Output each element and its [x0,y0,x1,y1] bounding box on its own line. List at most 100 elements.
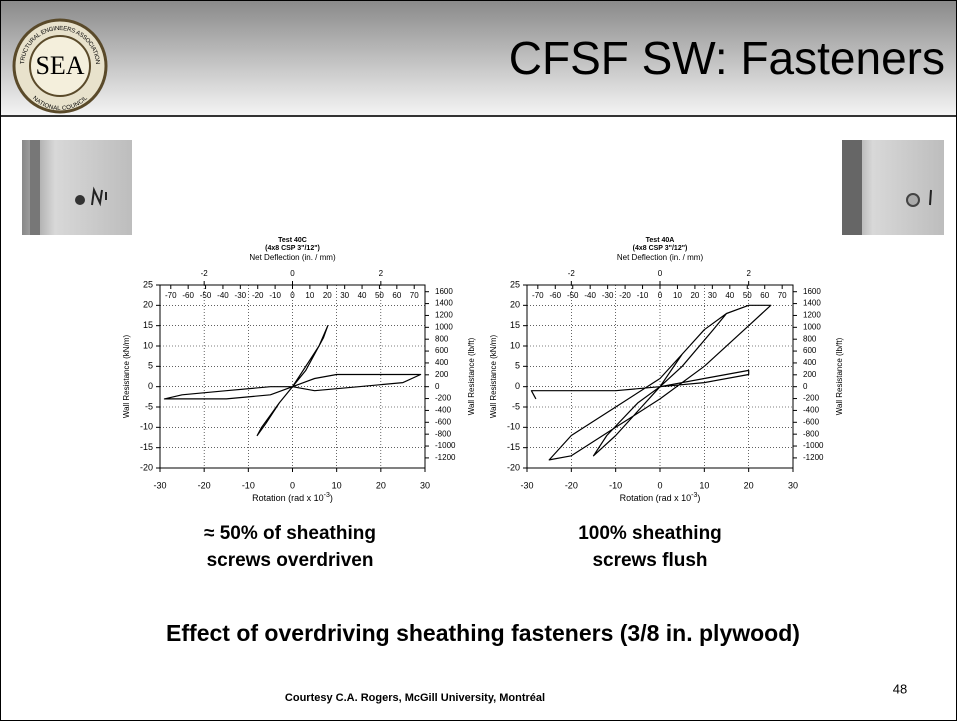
statement: Effect of overdriving sheathing fastener… [166,620,800,646]
x3-tick-label: -10 [269,291,281,300]
x-tick-label: -30 [153,480,166,490]
photo-left [22,140,132,235]
x3-tick-label: 60 [392,291,401,300]
y2-tick-label: 800 [435,334,449,343]
y2-tick-label: 1600 [803,287,821,296]
y-tick-label: 15 [510,320,520,330]
x-tick-label: -20 [198,480,211,490]
y2-tick-label: -400 [803,406,820,415]
x3-tick-label: 40 [358,291,367,300]
x-tick-label: 20 [376,480,386,490]
y2-tick-label: -1000 [803,441,824,450]
y2-tick-label: -600 [435,417,452,426]
y-tick-label: -10 [140,422,153,432]
hysteresis-curve [530,304,772,461]
y2-tick-label: -800 [435,429,452,438]
x3-tick-label: -40 [217,291,229,300]
photo-frame [22,140,132,235]
x3-tick-label: 70 [410,291,419,300]
x3-tick-label: -60 [182,291,194,300]
y2-axis-label: Wall Resistance (lb/ft) [467,337,476,415]
slide-title: CFSF SW: Fasteners [509,32,945,84]
y-tick-label: -15 [507,442,520,452]
x2-tick-label: -2 [568,269,576,278]
y-axis-label: Wall Resistance (kN/m) [489,335,498,419]
y2-axis-label: Wall Resistance (lb/ft) [835,337,844,415]
photo-marking [929,189,932,206]
logo-initials: SEA [35,51,84,80]
x-axis-label-text: Rotation (rad x 10 [252,493,324,503]
y-tick-label: 25 [143,279,153,289]
y2-tick-label: 600 [803,346,817,355]
y2-tick-label: 1400 [435,299,453,308]
caption-line: screws overdriven [207,550,374,571]
chart-subtitle: (4x8 CSP 3"/12") [265,245,320,252]
hysteresis-curve [163,325,422,437]
x3-tick-label: 10 [673,291,682,300]
x-tick-label: 0 [657,480,662,490]
y2-tick-label: 200 [803,370,817,379]
x3-tick-label: 0 [290,291,295,300]
x-tick-label: 0 [290,480,295,490]
x3-tick-label: -70 [165,291,177,300]
x3-tick-label: 20 [690,291,699,300]
x-axis-label-exponent: -3 [324,492,330,499]
x3-tick-label: -30 [602,291,614,300]
y-tick-label: 0 [515,381,520,391]
x-axis-label-suffix: ) [330,493,333,503]
y-tick-label: 10 [143,340,153,350]
screw-head [75,195,85,205]
x3-tick-label: 70 [778,291,787,300]
x3-tick-label: 20 [323,291,332,300]
x-axis-label: Rotation (rad x 10-3) [620,492,701,504]
y-tick-label: -20 [507,462,520,472]
photo-right [842,140,944,235]
y2-tick-label: 1400 [803,299,821,308]
y-tick-label: 5 [148,361,153,371]
y2-tick-label: 0 [435,382,440,391]
caption-line: ≈ 50% of sheathing [204,523,376,544]
screw-head [906,193,920,207]
x-tick-label: -20 [565,480,578,490]
y-tick-label: -15 [140,442,153,452]
y2-tick-label: 1200 [435,311,453,320]
x2-axis-label: Net Deflection (in. / mm) [249,253,336,262]
y2-tick-label: 800 [803,334,817,343]
y-tick-label: 15 [143,320,153,330]
x-tick-label: 20 [744,480,754,490]
x3-tick-label: -40 [584,291,596,300]
x2-axis-label: Net Deflection (in. / mm) [617,253,704,262]
photo-marking [91,186,107,207]
x3-tick-label: -10 [637,291,649,300]
y2-tick-label: 1200 [803,311,821,320]
footer: Courtesy C.A. Rogers, McGill University,… [285,692,545,704]
page-number: 48 [893,681,907,696]
y2-tick-label: 400 [803,358,817,367]
chart-title: Test 40A [646,237,675,244]
photo-edge [30,140,40,235]
chart-subtitle: (4x8 CSP 3"/12") [633,245,688,252]
y-tick-label: -20 [140,462,153,472]
caption-line: 100% sheathing [578,523,722,544]
x3-tick-label: -50 [567,291,579,300]
x3-tick-label: 0 [658,291,663,300]
chart: -20-15-10-50510152025-1200-1000-800-600-… [122,237,476,504]
x3-tick-label: 10 [305,291,314,300]
y-tick-label: 25 [510,279,520,289]
x-axis-label: Rotation (rad x 10-3) [252,492,333,504]
x3-tick-label: -60 [549,291,561,300]
header-band [1,1,956,115]
x-tick-label: 10 [332,480,342,490]
x2-tick-label: 0 [290,269,295,278]
caption-line: screws flush [592,550,707,571]
logo-inner [29,35,91,97]
x-tick-label: -10 [609,480,622,490]
photo-edge [842,140,862,235]
x-tick-label: -30 [520,480,533,490]
y2-tick-label: 600 [435,346,449,355]
chart-title: Test 40C [278,237,307,244]
y-tick-label: -10 [507,422,520,432]
y2-tick-label: -1200 [435,453,456,462]
y-axis-label: Wall Resistance (kN/m) [122,335,131,419]
